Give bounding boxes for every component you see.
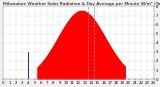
Text: Milwaukee Weather Solar Radiation & Day Average per Minute W/m² (Today): Milwaukee Weather Solar Radiation & Day … (3, 2, 160, 6)
